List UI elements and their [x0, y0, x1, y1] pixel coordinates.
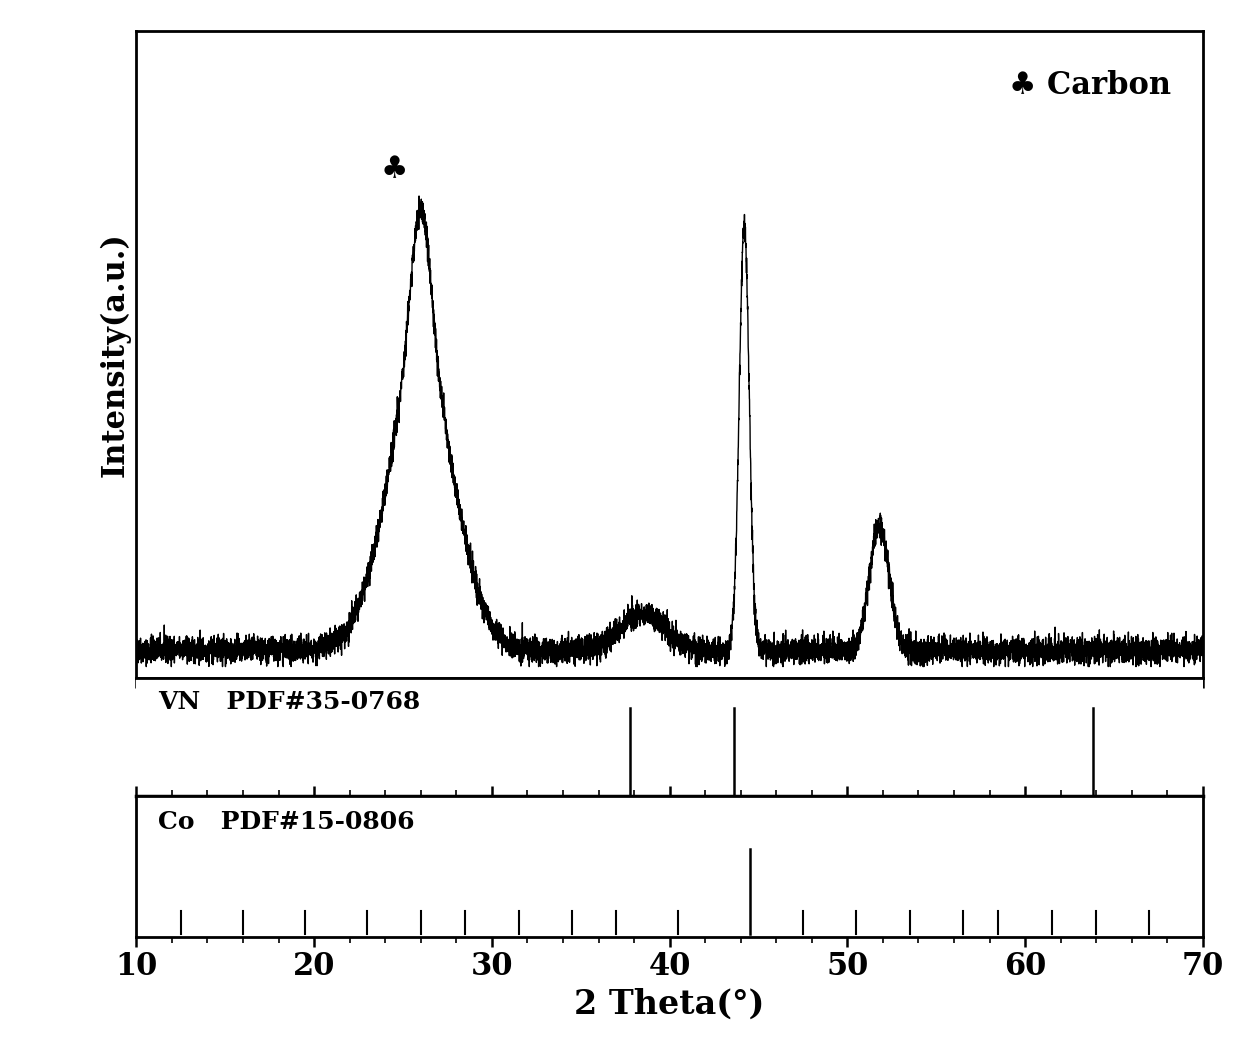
X-axis label: 2 Theta(°): 2 Theta(°): [574, 988, 765, 1021]
Y-axis label: Intensity(a.u.): Intensity(a.u.): [99, 232, 131, 477]
Text: ♣ Carbon: ♣ Carbon: [1008, 70, 1171, 101]
Text: ♣: ♣: [381, 154, 408, 184]
Text: VN   PDF#35-0768: VN PDF#35-0768: [157, 690, 420, 714]
Text: Co   PDF#15-0806: Co PDF#15-0806: [157, 810, 414, 834]
